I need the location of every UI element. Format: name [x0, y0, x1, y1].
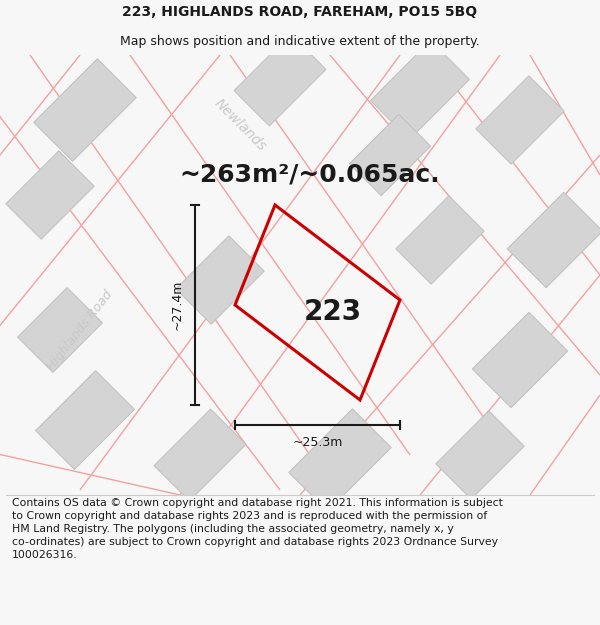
Polygon shape	[436, 411, 524, 499]
Text: Highlands Road: Highlands Road	[45, 288, 115, 372]
Polygon shape	[507, 192, 600, 288]
Polygon shape	[371, 41, 469, 139]
Polygon shape	[17, 288, 103, 372]
Text: 223, HIGHLANDS ROAD, FAREHAM, PO15 5BQ: 223, HIGHLANDS ROAD, FAREHAM, PO15 5BQ	[122, 5, 478, 19]
Text: Newlands: Newlands	[211, 96, 269, 154]
Text: Contains OS data © Crown copyright and database right 2021. This information is : Contains OS data © Crown copyright and d…	[12, 498, 503, 561]
Text: ~27.4m: ~27.4m	[170, 280, 184, 330]
Text: 223: 223	[304, 299, 362, 326]
Polygon shape	[6, 151, 94, 239]
Polygon shape	[34, 59, 136, 161]
Polygon shape	[154, 409, 246, 501]
Polygon shape	[176, 236, 264, 324]
Text: ~263m²/~0.065ac.: ~263m²/~0.065ac.	[179, 163, 440, 187]
Text: ~25.3m: ~25.3m	[292, 436, 343, 449]
Text: Map shows position and indicative extent of the property.: Map shows position and indicative extent…	[120, 35, 480, 48]
Polygon shape	[476, 76, 564, 164]
Polygon shape	[472, 312, 568, 408]
Polygon shape	[35, 371, 134, 469]
Polygon shape	[396, 196, 484, 284]
Polygon shape	[289, 409, 391, 511]
Polygon shape	[234, 34, 326, 126]
Polygon shape	[349, 114, 431, 196]
